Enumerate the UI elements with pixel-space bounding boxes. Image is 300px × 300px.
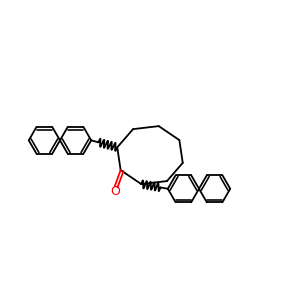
Text: O: O xyxy=(110,185,120,198)
